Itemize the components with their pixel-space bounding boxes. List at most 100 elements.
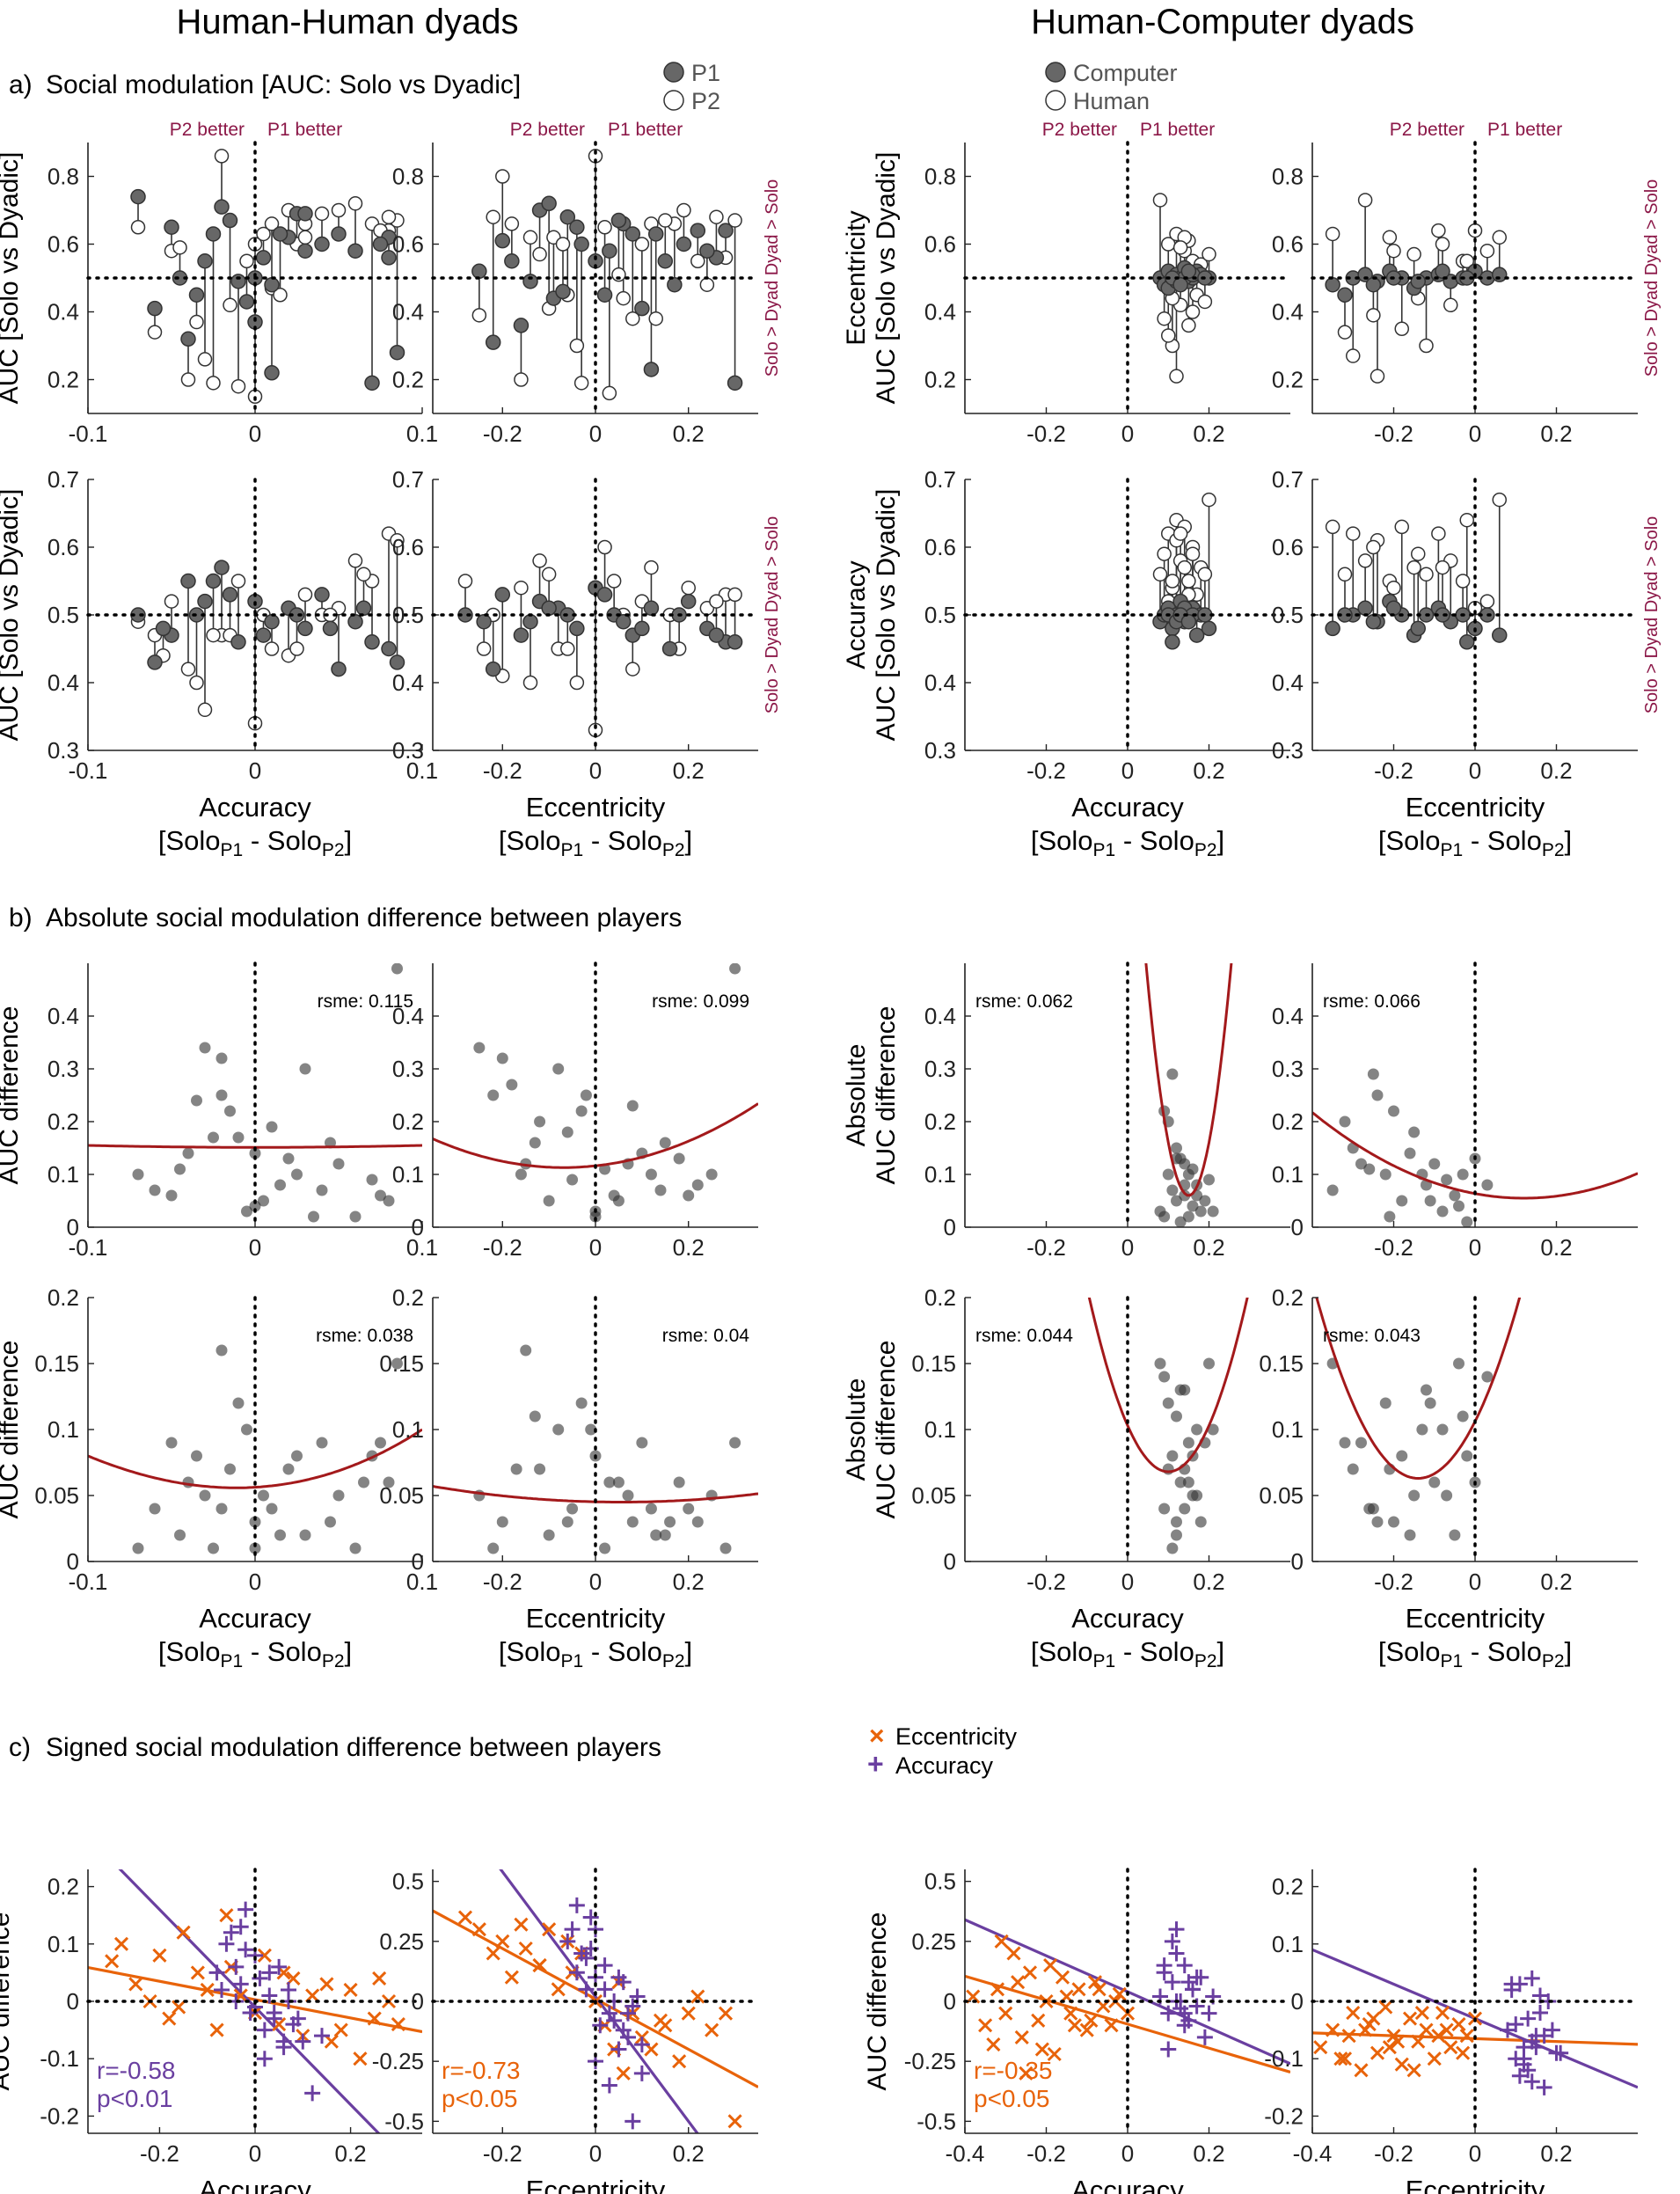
data-point	[375, 1437, 386, 1449]
x-axis-sublabel-part: P1	[561, 1651, 584, 1671]
x-axis-sublabel-part: P1	[1441, 840, 1464, 860]
point-p2	[206, 627, 221, 643]
x-axis-label: Eccentricity	[526, 792, 666, 823]
y-tick-label: 0.1	[392, 1161, 424, 1188]
point-p2	[297, 230, 313, 245]
data-point	[1436, 1205, 1449, 1218]
y-tick-label: 0	[412, 1988, 424, 2015]
data-point	[599, 1542, 611, 1554]
point-accuracy	[1536, 2079, 1552, 2095]
data-point	[182, 1476, 194, 1488]
x-tick-label: -0.2	[1374, 2140, 1413, 2167]
point-p2	[471, 308, 487, 323]
data-point	[132, 1168, 144, 1181]
x-tick-label: 0.2	[1193, 421, 1224, 447]
y-tick-label: 0.4	[1272, 669, 1304, 696]
point-p2	[486, 209, 500, 224]
plot-area	[1144, 963, 1233, 1227]
legend-eccentricity-accuracy: × Eccentricity + Accuracy	[867, 1722, 1018, 1780]
legend-marker-open	[663, 90, 684, 111]
annotation-p2-better: P2 better	[1042, 120, 1117, 140]
data-point	[208, 1131, 219, 1144]
y-tick-label: 0.2	[47, 1284, 79, 1311]
y-tick-label: 0	[1291, 1988, 1304, 2015]
point-p1	[647, 226, 664, 242]
point-eccentricity	[1104, 2018, 1119, 2033]
point-p2	[658, 213, 673, 228]
point-human	[1172, 526, 1188, 541]
point-eccentricity	[1022, 1965, 1038, 1980]
data-point	[391, 963, 403, 975]
data-point	[332, 1158, 345, 1170]
legend-label-accuracy: Accuracy	[895, 1752, 994, 1779]
x-tick-label: -0.4	[946, 2140, 985, 2167]
point-human	[1492, 492, 1507, 508]
point-eccentricity	[1439, 2022, 1454, 2037]
point-p1	[596, 287, 613, 303]
point-eccentricity	[532, 1958, 547, 1973]
y-tick-label: 0.2	[924, 1284, 956, 1311]
legend-marker-eccentricity: ×	[869, 1722, 885, 1751]
plot-area	[457, 539, 743, 738]
data-point	[1363, 1503, 1376, 1515]
point-eccentricity	[162, 2011, 177, 2026]
point-accuracy	[578, 1981, 595, 1998]
x-tick-label: 0.2	[1540, 1234, 1572, 1261]
x-tick-label: 0	[589, 757, 602, 784]
y-tick-label: 0.4	[392, 1003, 424, 1029]
y-tick-label: 0.1	[924, 1416, 956, 1443]
point-p2	[189, 675, 204, 691]
x-axis-label: Accuracy	[199, 2175, 311, 2194]
data-point	[325, 1137, 336, 1149]
point-computer	[1180, 613, 1197, 630]
plot-area	[1152, 193, 1217, 384]
point-accuracy	[252, 1970, 268, 1986]
point-p2	[709, 209, 724, 224]
x-tick-label: 0	[589, 2140, 602, 2167]
data-point	[258, 1195, 269, 1207]
data-point	[729, 963, 741, 975]
data-point	[1441, 1489, 1453, 1502]
x-tick-label: -0.2	[1026, 757, 1066, 784]
point-accuracy	[620, 2005, 636, 2022]
point-p2	[727, 213, 742, 228]
panel-c-hc-ecc: -0.4-0.200.2-0.2-0.100.10.2Eccentricity[…	[1264, 1868, 1640, 2194]
point-p2	[681, 580, 696, 596]
y-tick-label: 0.05	[34, 1482, 79, 1509]
data-point	[132, 1542, 144, 1554]
x-tick-label: -0.2	[1374, 757, 1413, 784]
y-tick-label: 0.2	[392, 1284, 424, 1311]
x-axis-sublabel-part: - Solo	[243, 825, 322, 856]
point-computer	[1357, 267, 1373, 282]
point-human	[1172, 240, 1188, 255]
y-tick-label: 0.1	[1272, 1161, 1304, 1188]
x-tick-label: -0.2	[483, 1569, 522, 1595]
point-human	[1181, 574, 1196, 589]
point-accuracy	[582, 1909, 599, 1926]
point-p2	[709, 594, 724, 609]
x-axis-sublabel: [SoloP1 - SoloP2]	[158, 825, 352, 860]
data-point	[1207, 1205, 1219, 1218]
data-point	[636, 1437, 648, 1449]
point-accuracy	[1168, 1921, 1185, 1938]
point-human	[1152, 567, 1168, 582]
annotation-p2-better: P2 better	[1390, 120, 1465, 140]
rsme-label: rsme: 0.099	[652, 991, 749, 1012]
point-eccentricity	[1391, 2034, 1406, 2049]
y-tick-label: 0.2	[1272, 1108, 1304, 1135]
x-tick-label: 0	[589, 421, 602, 447]
y-tick-label: 0.1	[924, 1161, 956, 1188]
point-p2	[239, 253, 254, 268]
data-point	[274, 1179, 286, 1191]
data-point	[1367, 1068, 1379, 1080]
x-axis-label: Eccentricity	[1406, 1603, 1545, 1634]
point-eccentricity	[998, 2006, 1013, 2021]
y-axis-label: AUC difference	[0, 1912, 15, 2091]
annotation-solo-dyad: Solo > Dyad Dyad > Solo	[1642, 516, 1662, 714]
point-computer	[1410, 274, 1426, 289]
x-tick-label: 0	[1469, 421, 1481, 447]
point-p2	[699, 277, 715, 292]
point-p1	[355, 600, 372, 617]
